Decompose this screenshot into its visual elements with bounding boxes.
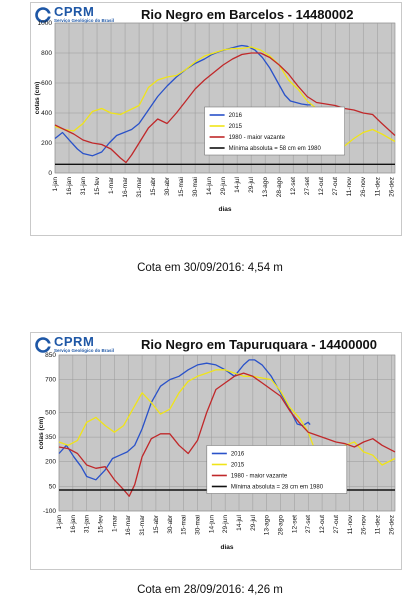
- cprm-logo-icon: [35, 337, 51, 353]
- y-tick-label: 850: [45, 352, 56, 359]
- x-tick-label: 11-dez: [374, 177, 381, 196]
- logo-subtitle: Serviço Geológico do Brasil: [54, 18, 115, 23]
- legend-label: 1980 - maior vazante: [229, 135, 286, 141]
- x-tick-label: 15-fev: [94, 176, 101, 195]
- y-tick-label: 50: [49, 483, 57, 490]
- x-tick-label: 15-abr: [150, 176, 157, 196]
- y-axis-label: cotas (cm): [38, 417, 45, 450]
- x-tick-label: 27-set: [304, 177, 311, 195]
- x-tick-label: 26-dez: [388, 177, 395, 197]
- x-tick-label: 14-jul: [236, 514, 243, 530]
- x-tick-label: 11-dez: [374, 515, 381, 534]
- legend-label: 2016: [231, 451, 245, 457]
- y-tick-label: 600: [41, 80, 52, 87]
- x-tick-label: 16-mar: [122, 176, 129, 197]
- chart-title: Rio Negro em Tapuruquara - 14400000: [141, 337, 378, 352]
- x-tick-label: 14-jun: [206, 177, 213, 195]
- y-axis-label: cotas (cm): [34, 82, 41, 115]
- chart-panel-barcelos: CPRM Serviço Geológico do Brasil Rio Neg…: [30, 2, 402, 274]
- y-tick-label: 800: [41, 50, 52, 57]
- chart-caption: Cota em 28/09/2016: 4,26 m: [137, 584, 283, 596]
- x-tick-label: 13-ago: [264, 515, 271, 536]
- chart-panel-tapuruquara: CPRM Serviço Geológico do Brasil Rio Neg…: [0, 300, 420, 600]
- x-tick-label: 28-ago: [276, 177, 283, 198]
- x-tick-label: 15-abr: [153, 514, 160, 534]
- x-tick-label: 31-mar: [139, 514, 146, 535]
- y-tick-label: 1000: [38, 20, 53, 27]
- x-axis-label: dias: [218, 206, 231, 213]
- x-tick-label: 27-out: [332, 177, 339, 196]
- x-tick-label: 27-set: [305, 515, 312, 533]
- x-tick-label: 28-ago: [278, 515, 285, 536]
- legend-label: 2016: [229, 113, 243, 119]
- x-tick-label: 30-abr: [167, 514, 174, 534]
- y-tick-label: 700: [45, 377, 56, 384]
- x-tick-label: 27-out: [333, 515, 340, 534]
- x-tick-label: 15-fev: [98, 514, 105, 533]
- series-line-2: [54, 52, 396, 164]
- x-tick-label: 29-jun: [220, 177, 227, 195]
- cprm-logo: CPRM Serviço Geológico do Brasil: [35, 4, 115, 24]
- x-tick-label: 30-mai: [194, 515, 201, 535]
- logo-name: CPRM: [54, 4, 95, 19]
- y-tick-label: 350: [45, 434, 56, 441]
- chart-frame: CPRM Serviço Geológico do Brasil Rio Neg…: [30, 2, 402, 236]
- chart-frame: CPRM Serviço Geológico do Brasil Rio Neg…: [30, 332, 402, 570]
- x-tick-label: 29-jun: [222, 515, 229, 533]
- x-tick-label: 26-dez: [388, 515, 395, 535]
- x-tick-label: 12-out: [318, 177, 325, 196]
- cprm-logo-icon: [35, 7, 51, 23]
- x-tick-label: 11-nov: [347, 514, 354, 534]
- logo-subtitle: Serviço Geológico do Brasil: [54, 348, 115, 353]
- x-tick-label: 1-mar: [111, 514, 118, 532]
- chart-title: Rio Negro em Barcelos - 14480002: [141, 7, 354, 22]
- x-tick-label: 14-jul: [234, 176, 241, 192]
- y-tick-label: 0: [48, 170, 52, 177]
- x-tick-label: 29-jul: [248, 176, 255, 192]
- legend-label: 1980 - maior vazante: [231, 473, 288, 479]
- chart-caption: Cota em 30/09/2016: 4,54 m: [137, 262, 283, 274]
- x-tick-label: 30-abr: [164, 176, 171, 196]
- series-line-0: [54, 44, 311, 157]
- x-tick-label: 16-jan: [66, 177, 73, 195]
- x-tick-label: 16-jan: [70, 515, 77, 533]
- chart-svg: -100 50 200 350 500 700 850 1-jan 16-jan 31-jan 15…: [38, 352, 396, 551]
- chart-svg: 0 200 400 600 800 1000 1-jan 16-jan 31-jan 15-fev…: [34, 20, 396, 213]
- x-tick-label: 26-nov: [361, 514, 368, 535]
- cprm-logo: CPRM Serviço Geológico do Brasil: [35, 334, 115, 354]
- legend-box: [206, 445, 348, 494]
- y-tick-label: 200: [45, 459, 56, 466]
- x-tick-label: 12-out: [319, 515, 326, 534]
- y-tick-label: -100: [43, 508, 56, 515]
- logo-name: CPRM: [54, 334, 95, 349]
- x-tick-label: 11-nov: [346, 176, 353, 196]
- legend-label: 2015: [229, 124, 243, 130]
- x-tick-label: 30-mai: [192, 177, 199, 197]
- x-tick-label: 31-jan: [84, 515, 91, 533]
- y-tick-label: 200: [41, 140, 52, 147]
- x-tick-label: 16-mar: [125, 514, 132, 535]
- legend-label: 2015: [231, 462, 245, 468]
- y-tick-label: 400: [41, 110, 52, 117]
- x-tick-label: 12-set: [290, 177, 297, 195]
- x-tick-label: 31-mar: [136, 176, 143, 197]
- x-axis-label: dias: [220, 544, 233, 551]
- x-tick-label: 13-ago: [262, 177, 269, 198]
- x-tick-label: 31-jan: [80, 177, 87, 195]
- x-tick-label: 26-nov: [360, 176, 367, 197]
- x-tick-label: 15-mai: [181, 515, 188, 535]
- series-line-2: [58, 372, 396, 497]
- legend-label: Mínima absoluta = 28 cm em 1980: [231, 484, 324, 490]
- legend-box: [204, 106, 345, 156]
- x-tick-label: 1-jan: [52, 177, 59, 192]
- x-tick-label: 15-mai: [178, 177, 185, 197]
- y-tick-label: 500: [45, 409, 56, 416]
- x-tick-label: 1-jan: [56, 515, 63, 530]
- legend-label: Mínima absoluta = 58 cm em 1980: [229, 146, 322, 152]
- x-tick-label: 1-mar: [108, 176, 115, 194]
- x-tick-label: 14-jun: [208, 515, 215, 533]
- x-tick-label: 12-set: [291, 515, 298, 533]
- x-tick-label: 29-jul: [250, 514, 257, 530]
